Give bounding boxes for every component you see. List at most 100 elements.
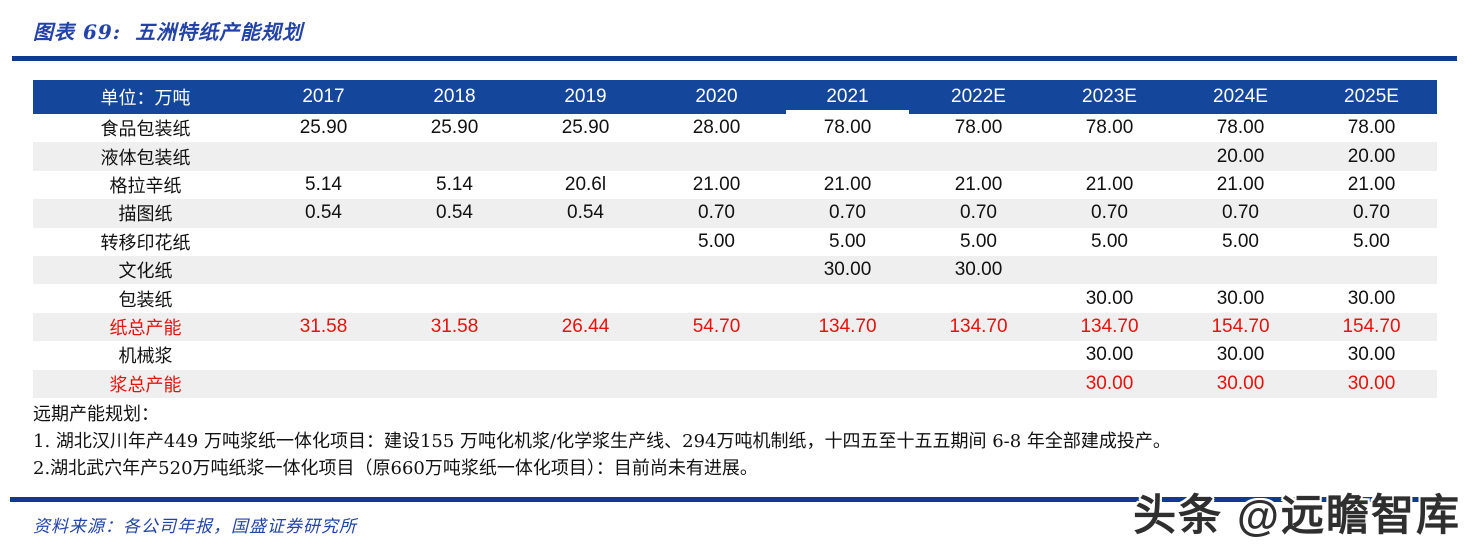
row-label: 格拉辛纸 bbox=[109, 175, 182, 197]
cell-value: 30.00 bbox=[1085, 372, 1134, 394]
cell-value: 78.00 bbox=[823, 117, 872, 139]
bottom-divider bbox=[10, 497, 1457, 502]
cell-value: 54.70 bbox=[692, 315, 741, 337]
cell-value: 134.70 bbox=[949, 315, 1008, 337]
table-body: 食品包装纸 25.90 25.90 25.90 28.00 78.00 78.00 78.00… bbox=[33, 114, 1437, 398]
cell-value: 0.70 bbox=[1091, 202, 1128, 224]
column-header-2021: 2021 bbox=[782, 80, 913, 114]
cell-value: 5.14 bbox=[436, 173, 473, 195]
cell-value: 0.70 bbox=[1222, 202, 1259, 224]
column-header-2020: 2020 bbox=[695, 86, 738, 107]
cell-value: 0.70 bbox=[698, 202, 735, 224]
cell-value: 31.58 bbox=[299, 315, 348, 337]
cell-value: 0.70 bbox=[1353, 202, 1390, 224]
note-item: 1. 湖北汉川年产449 万吨浆纸一体化项目：建设155 万吨化机浆/化学浆生产… bbox=[33, 431, 1171, 452]
row-label: 纸总产能 bbox=[109, 317, 182, 339]
column-header-2017: 2017 bbox=[302, 86, 345, 107]
table-row: 液体包装纸 20.00 20.00 bbox=[33, 142, 1437, 171]
row-label: 描图纸 bbox=[118, 204, 173, 226]
column-header-2024e: 2024E bbox=[1213, 86, 1268, 107]
cell-value: 21.00 bbox=[1347, 173, 1396, 195]
column-header-2025e: 2025E bbox=[1344, 86, 1399, 107]
table-row: 机械浆 30.00 30.00 30.00 bbox=[33, 341, 1437, 370]
cell-value: 30.00 bbox=[1216, 372, 1265, 394]
table-row: 格拉辛纸 5.14 5.14 20.6l 21.00 21.00 21.00 21.00 21.… bbox=[33, 170, 1437, 200]
row-label: 机械浆 bbox=[118, 346, 173, 368]
cell-value: 30.00 bbox=[1085, 344, 1134, 366]
table-row: 纸总产能 31.58 31.58 26.44 54.70 134.70 134.70 134.… bbox=[33, 312, 1437, 342]
source-label: 资料来源： bbox=[33, 517, 123, 537]
table-row: 文化纸 30.00 30.00 bbox=[33, 255, 1437, 285]
table-row: 浆总产能 30.00 30.00 30.00 bbox=[33, 369, 1437, 398]
cell-value: 30.00 bbox=[1347, 287, 1396, 309]
column-header-2022e: 2022E bbox=[951, 86, 1006, 107]
cell-value: 28.00 bbox=[692, 117, 741, 139]
capacity-table: 单位：万吨 2017 2018 2019 2020 2021 2022E 2023E 2024… bbox=[33, 80, 1437, 398]
cell-value: 0.54 bbox=[567, 202, 604, 224]
cell-value: 21.00 bbox=[1085, 173, 1134, 195]
cell-value: 21.00 bbox=[1216, 173, 1265, 195]
cell-value: 5.14 bbox=[305, 173, 342, 195]
cell-value: 78.00 bbox=[1216, 117, 1265, 139]
cell-value: 0.54 bbox=[305, 202, 342, 224]
cell-value: 154.70 bbox=[1342, 315, 1401, 337]
cell-value: 0.54 bbox=[436, 202, 473, 224]
cell-value: 30.00 bbox=[954, 259, 1003, 281]
figure-label: 图表 69: bbox=[33, 20, 122, 44]
source-line: 资料来源：各公司年报，国盛证券研究所 bbox=[33, 512, 357, 537]
source-text: 各公司年报，国盛证券研究所 bbox=[123, 517, 357, 537]
cell-value: 30.00 bbox=[1085, 287, 1134, 309]
table-header-row: 单位：万吨 2017 2018 2019 2020 2021 2022E 2023E 2024… bbox=[33, 80, 1437, 114]
cell-value: 26.44 bbox=[561, 315, 610, 337]
top-divider bbox=[12, 56, 1457, 61]
table-row: 描图纸 0.54 0.54 0.54 0.70 0.70 0.70 0.70 0.70 0.70 bbox=[33, 199, 1437, 228]
cell-value: 30.00 bbox=[1347, 372, 1396, 394]
cell-value: 134.70 bbox=[818, 315, 877, 337]
cell-value: 5.00 bbox=[1091, 230, 1128, 252]
cell-value: 0.70 bbox=[829, 202, 866, 224]
cell-value: 21.00 bbox=[823, 173, 872, 195]
cell-value: 25.90 bbox=[299, 117, 348, 139]
cell-value: 30.00 bbox=[1216, 287, 1265, 309]
notes-section: 远期产能规划： 1. 湖北汉川年产449 万吨浆纸一体化项目：建设155 万吨化… bbox=[33, 401, 1433, 482]
cell-value: 25.90 bbox=[430, 117, 479, 139]
cell-value: 20.00 bbox=[1347, 145, 1396, 167]
cell-value: 5.00 bbox=[960, 230, 997, 252]
cell-value: 78.00 bbox=[1347, 117, 1396, 139]
cell-value: 21.00 bbox=[692, 173, 741, 195]
row-label: 浆总产能 bbox=[109, 374, 182, 396]
cell-value: 30.00 bbox=[1216, 344, 1265, 366]
notes-heading: 远期产能规划： bbox=[33, 404, 159, 425]
cell-value: 21.00 bbox=[954, 173, 1003, 195]
table-row: 转移印花纸 5.00 5.00 5.00 5.00 5.00 5.00 bbox=[33, 227, 1437, 256]
column-header-2019: 2019 bbox=[564, 86, 607, 107]
cell-value: 5.00 bbox=[698, 230, 735, 252]
notes-list: 1. 湖北汉川年产449 万吨浆纸一体化项目：建设155 万吨化机浆/化学浆生产… bbox=[33, 428, 1433, 482]
row-label: 液体包装纸 bbox=[100, 147, 191, 169]
cell-value: 25.90 bbox=[561, 117, 610, 139]
column-header-2023e: 2023E bbox=[1082, 86, 1137, 107]
row-label: 包装纸 bbox=[118, 289, 173, 311]
row-label: 食品包装纸 bbox=[100, 119, 191, 141]
cell-value: 78.00 bbox=[954, 117, 1003, 139]
column-header-2018: 2018 bbox=[433, 86, 476, 107]
cell-value: 20.6l bbox=[564, 173, 607, 195]
cell-value: 0.70 bbox=[960, 202, 997, 224]
cell-value: 30.00 bbox=[823, 259, 872, 281]
cell-value: 5.00 bbox=[1353, 230, 1390, 252]
row-label: 文化纸 bbox=[118, 261, 173, 283]
unit-header-cell: 单位：万吨 bbox=[100, 88, 191, 109]
cell-value: 78.00 bbox=[1085, 117, 1134, 139]
cell-value: 31.58 bbox=[430, 315, 479, 337]
cell-value: 154.70 bbox=[1211, 315, 1270, 337]
cell-value: 30.00 bbox=[1347, 344, 1396, 366]
cell-value: 5.00 bbox=[1222, 230, 1259, 252]
row-label: 转移印花纸 bbox=[100, 232, 191, 254]
cell-value: 134.70 bbox=[1080, 315, 1139, 337]
figure-title: 图表 69: 五洲特纸产能规划 bbox=[33, 16, 303, 45]
figure-name: 五洲特纸产能规划 bbox=[135, 20, 304, 44]
cell-value: 5.00 bbox=[829, 230, 866, 252]
cell-value: 20.00 bbox=[1216, 145, 1265, 167]
table-row: 食品包装纸 25.90 25.90 25.90 28.00 78.00 78.00 78.00… bbox=[33, 114, 1437, 143]
